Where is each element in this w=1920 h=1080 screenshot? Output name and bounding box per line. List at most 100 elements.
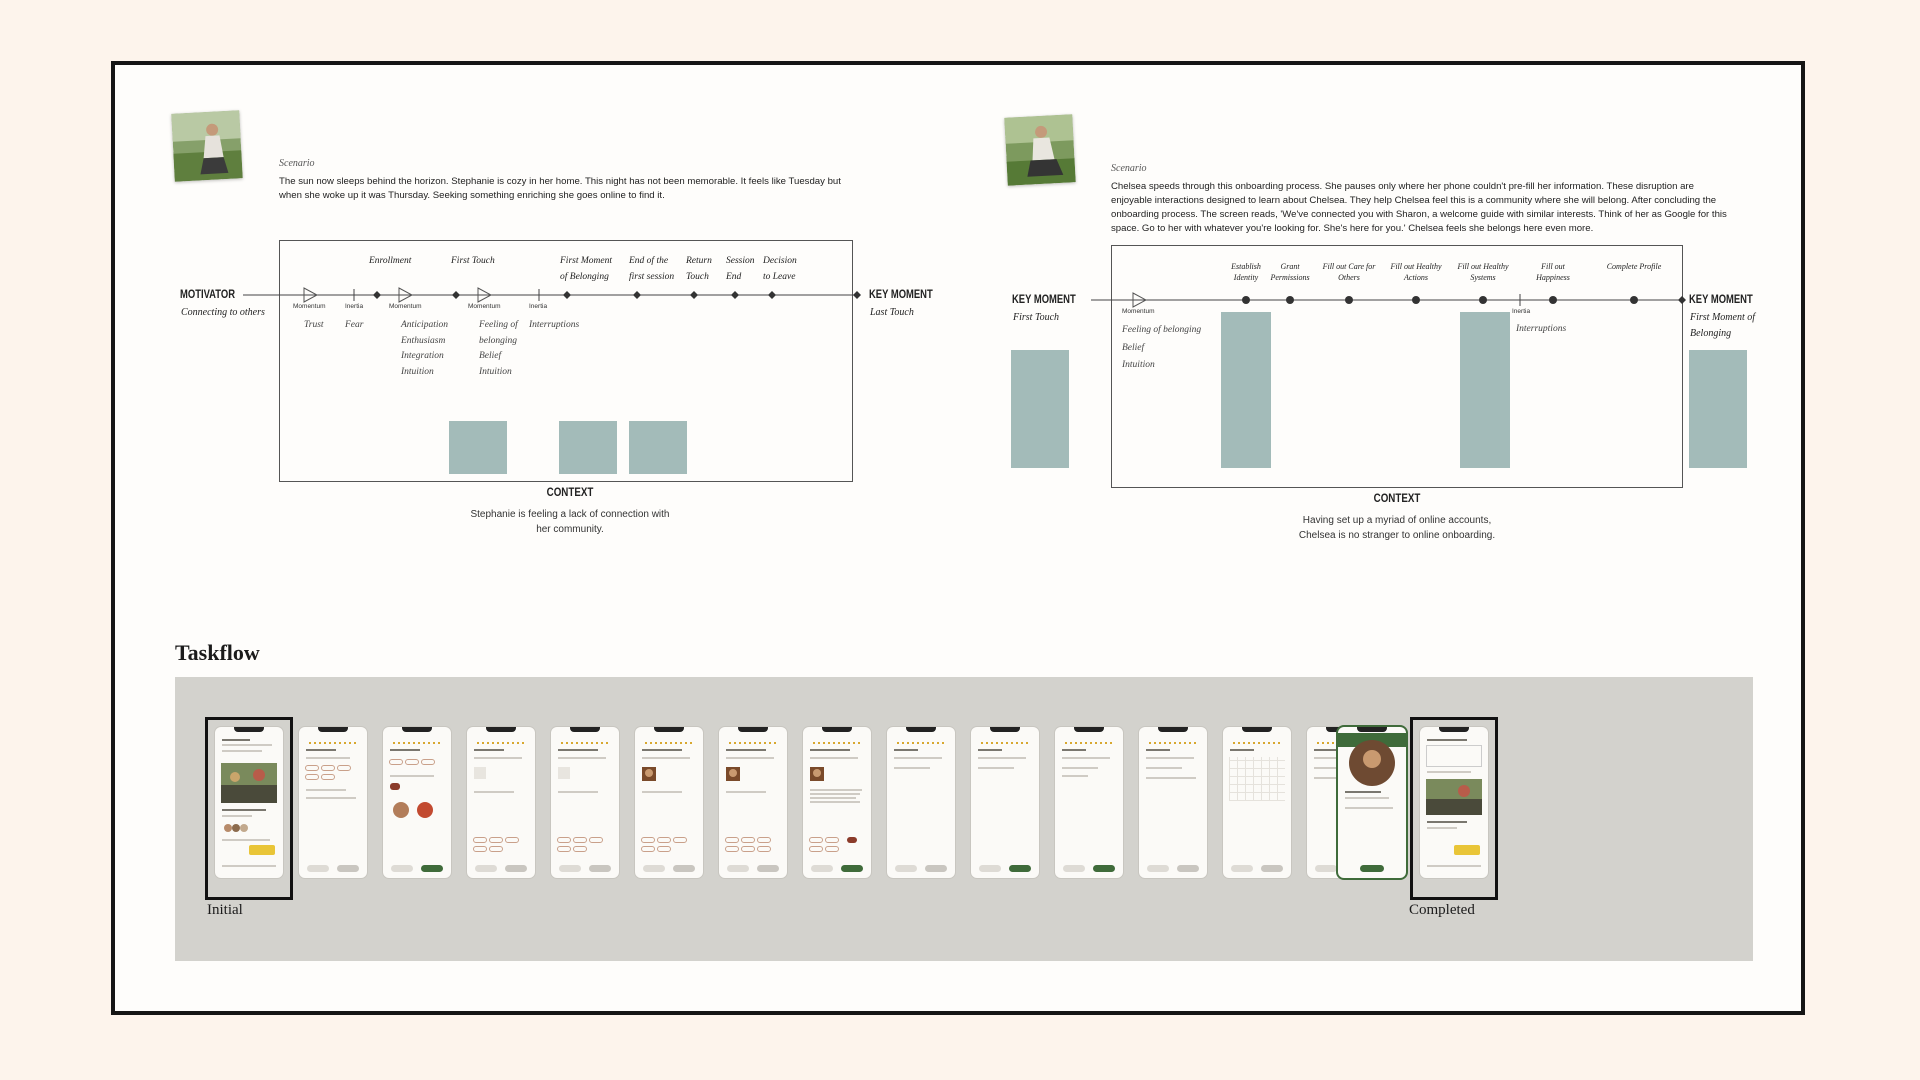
screen-thumbnail[interactable] xyxy=(719,727,787,878)
stage-marker xyxy=(373,291,381,299)
force-label: Inertia xyxy=(1512,308,1531,315)
initial-highlight xyxy=(205,717,293,900)
screen-thumbnail-completed[interactable] xyxy=(1420,727,1488,878)
force-label: Momentum xyxy=(1122,308,1155,315)
key-moment-sub: Last Touch xyxy=(870,307,914,318)
context-bar xyxy=(629,421,687,474)
completed-label: Completed xyxy=(1409,902,1475,918)
journey-timeline xyxy=(1091,292,1686,308)
feeling-interruptions: Interruptions xyxy=(1516,324,1567,334)
key-moment-left-label: KEY MOMENT xyxy=(1012,294,1076,306)
screen-thumbnail[interactable] xyxy=(1139,727,1207,878)
momentum-arrow-icon xyxy=(1132,292,1148,308)
key-moment-right-label: KEY MOMENT xyxy=(1689,294,1753,306)
momentum-arrow-icon xyxy=(477,287,493,303)
completed-highlight xyxy=(1410,717,1498,900)
stage-end-of-first-session: End of the first session xyxy=(629,256,675,282)
screen-thumbnail[interactable] xyxy=(299,727,367,878)
force-label: Momentum xyxy=(468,303,501,310)
screen-thumbnail-initial[interactable] xyxy=(215,727,283,878)
stage-dot xyxy=(1479,296,1487,304)
feelings-list: Feeling of belonging Belief Intuition xyxy=(1122,325,1202,370)
context-bar xyxy=(559,421,617,474)
screen-thumbnail[interactable] xyxy=(803,727,871,878)
screen-thumbnail-profile[interactable] xyxy=(1338,727,1406,878)
stage-marker xyxy=(563,291,571,299)
journey-box xyxy=(279,240,853,482)
stage-dot xyxy=(1630,296,1638,304)
feeling-trust: Trust xyxy=(304,320,324,330)
screen-thumbnail[interactable] xyxy=(467,727,535,878)
context-bar xyxy=(1221,312,1271,468)
feeling-fear: Fear xyxy=(345,320,364,330)
context-text: Stephanie is feeling a lack of connectio… xyxy=(470,509,670,535)
key-moment-left-sub: First Touch xyxy=(1013,312,1060,323)
scenario-text: Chelsea speeds through this onboarding p… xyxy=(1111,181,1727,234)
feelings-first-touch: Feeling of belonging Belief Intuition xyxy=(479,320,518,377)
key-moment-label: KEY MOMENT xyxy=(869,289,933,301)
motivator-label: MOTIVATOR xyxy=(180,289,236,301)
context-bar xyxy=(1689,350,1747,468)
stage-return-touch: Return Touch xyxy=(686,256,712,282)
scenario-text: The sun now sleeps behind the horizon. S… xyxy=(279,176,841,201)
stage-decision-to-leave: Decision to Leave xyxy=(763,256,797,282)
feelings-momentum: Anticipation Enthusiasm Integration Intu… xyxy=(401,320,448,377)
force-label: Momentum xyxy=(293,303,326,310)
stage-dot xyxy=(1412,296,1420,304)
screen-thumbnail[interactable] xyxy=(635,727,703,878)
context-title: CONTEXT xyxy=(1373,493,1421,505)
calendar-icon xyxy=(1229,757,1285,801)
feeling-interruptions: Interruptions xyxy=(529,320,580,330)
stage-marker xyxy=(452,291,460,299)
context-bar xyxy=(449,421,507,474)
stage-marker xyxy=(768,291,776,299)
stage-enrollment: Enrollment xyxy=(369,256,412,266)
screen-thumbnail[interactable] xyxy=(1223,727,1291,878)
persona-photo-stephanie xyxy=(171,110,243,182)
force-label: Inertia xyxy=(529,303,548,310)
momentum-arrow-icon xyxy=(303,287,319,303)
context-bar xyxy=(1460,312,1510,468)
screen-thumbnail[interactable] xyxy=(1055,727,1123,878)
stage-marker xyxy=(690,291,698,299)
force-label: Momentum xyxy=(389,303,422,310)
stage-marker xyxy=(731,291,739,299)
screen-thumbnail[interactable] xyxy=(971,727,1039,878)
stage-care-for-others: Fill out Care for Others xyxy=(1322,262,1376,282)
stage-dot xyxy=(1345,296,1353,304)
context-title: CONTEXT xyxy=(546,487,594,499)
initial-label: Initial xyxy=(207,902,243,918)
stage-happiness: Fill out Happiness xyxy=(1536,262,1570,282)
scenario-label: Scenario xyxy=(1111,163,1147,174)
journey-box xyxy=(1111,245,1683,488)
taskflow-band: Initial Completed xyxy=(175,677,1753,961)
stage-marker xyxy=(633,291,641,299)
stage-complete-profile: Complete Profile xyxy=(1606,262,1662,271)
context-bar xyxy=(1011,350,1069,468)
journey-timeline xyxy=(243,287,861,303)
stage-marker xyxy=(853,291,861,299)
stage-healthy-actions: Fill out Healthy Actions xyxy=(1390,262,1442,282)
screen-thumbnail[interactable] xyxy=(887,727,955,878)
persona-image xyxy=(1004,114,1076,186)
stage-dot xyxy=(1286,296,1294,304)
stage-establish-identity: Establish Identity xyxy=(1231,262,1261,282)
scenario-label: Scenario xyxy=(279,158,315,169)
persona-photo-chelsea xyxy=(1004,114,1076,186)
screen-thumbnail[interactable] xyxy=(383,727,451,878)
key-moment-right-sub: First Moment of Belonging xyxy=(1690,312,1755,339)
journey-board: Scenario The sun now sleeps behind the h… xyxy=(111,61,1805,1015)
context-text: Having set up a myriad of online account… xyxy=(1298,515,1496,541)
motivator-sub: Connecting to others xyxy=(181,307,265,318)
stage-first-touch: First Touch xyxy=(451,256,495,266)
stage-grant-permissions: Grant Permissions xyxy=(1270,262,1310,282)
taskflow-title: Taskflow xyxy=(175,640,260,665)
stage-healthy-systems: Fill out Healthy Systems xyxy=(1457,262,1509,282)
stage-session-end: Session End xyxy=(726,256,755,282)
persona-image xyxy=(171,110,243,182)
screen-thumbnail[interactable] xyxy=(551,727,619,878)
stage-dot xyxy=(1242,296,1250,304)
momentum-arrow-icon xyxy=(398,287,414,303)
force-label: Inertia xyxy=(345,303,364,310)
stage-first-moment-of-belonging: First Moment of Belonging xyxy=(560,256,612,282)
